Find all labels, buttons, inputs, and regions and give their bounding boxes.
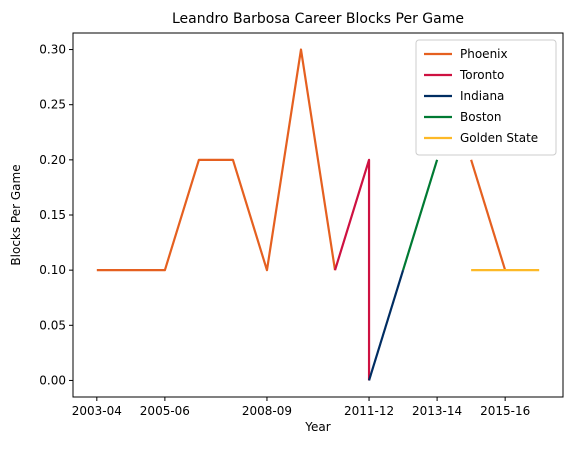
legend-label: Phoenix xyxy=(460,47,508,61)
x-axis-title: Year xyxy=(304,420,330,434)
y-tick-label: 0.15 xyxy=(39,208,66,222)
series-layer xyxy=(96,48,540,381)
series-line-0-segment-0 xyxy=(470,159,507,271)
x-tick-label: 2013-14 xyxy=(412,404,462,418)
legend: Phoenix Toronto Indiana Boston Golden State xyxy=(415,39,557,156)
x-tick-label: 2011-12 xyxy=(344,404,394,418)
series-line-2 xyxy=(367,269,405,381)
y-tick-label: 0.20 xyxy=(39,153,66,167)
y-tick-label: 0.00 xyxy=(39,373,66,387)
x-tick-label: 2003-04 xyxy=(72,404,122,418)
legend-label: Toronto xyxy=(459,68,504,82)
y-tick-label: 0.10 xyxy=(39,263,66,277)
y-axis: 0.00 0.05 0.10 0.15 0.20 0.25 0.30 xyxy=(39,43,73,387)
y-tick-label: 0.30 xyxy=(39,43,66,57)
series-line-3 xyxy=(402,159,439,271)
chart-title: Leandro Barbosa Career Blocks Per Game xyxy=(172,11,464,27)
legend-label: Golden State xyxy=(460,131,538,145)
series-line-0 xyxy=(96,48,337,272)
legend-label: Indiana xyxy=(460,89,504,103)
legend-box xyxy=(415,39,557,156)
y-tick-label: 0.05 xyxy=(39,318,66,332)
x-tick-label: 2008-09 xyxy=(242,404,292,418)
y-tick-label: 0.25 xyxy=(39,98,66,112)
series-line-1 xyxy=(333,158,371,381)
y-axis-title: Blocks Per Game xyxy=(9,164,23,265)
x-axis: 2003-04 2005-06 2008-09 2011-12 2013-14 2015-… xyxy=(72,397,530,418)
legend-label: Boston xyxy=(460,110,501,124)
x-tick-label: 2015-16 xyxy=(480,404,530,418)
x-tick-label: 2005-06 xyxy=(140,404,190,418)
